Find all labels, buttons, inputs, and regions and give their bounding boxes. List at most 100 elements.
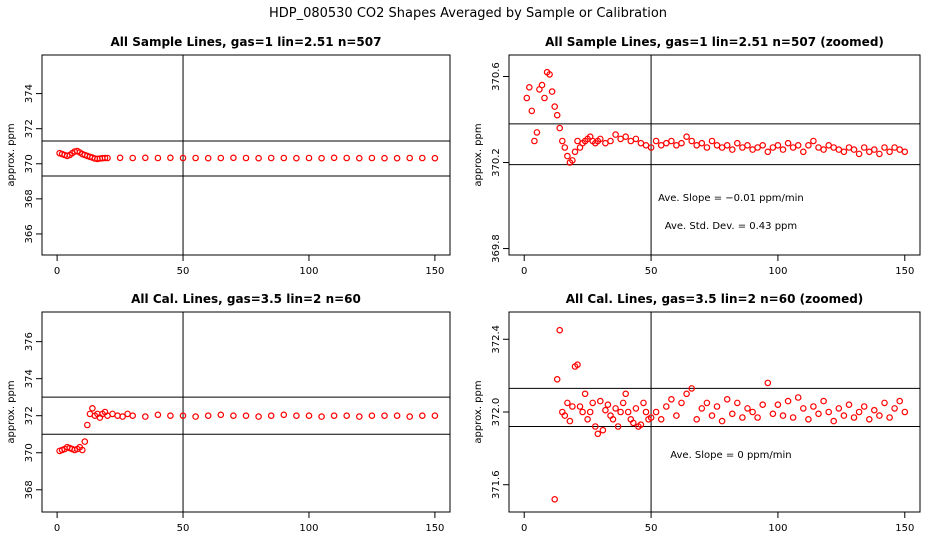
data-point (723, 395, 731, 403)
data-point (728, 146, 736, 153)
data-point (89, 404, 96, 412)
y-tick-label: 370.6 (491, 62, 502, 91)
data-point (820, 397, 827, 405)
y-tick-label: 370 (24, 443, 35, 462)
data-point (840, 148, 848, 156)
data-point (647, 144, 655, 151)
data-point (678, 139, 685, 147)
data-point (774, 401, 782, 409)
data-point (393, 412, 401, 420)
data-point (830, 417, 838, 425)
data-point (779, 146, 787, 153)
data-point (104, 154, 111, 162)
data-point (541, 94, 548, 102)
data-point (850, 414, 858, 421)
data-point (230, 154, 237, 162)
data-point (764, 148, 772, 156)
plot-frame (41, 54, 451, 256)
data-point (255, 413, 262, 420)
data-point (647, 414, 655, 421)
data-point (805, 415, 812, 423)
data-point (657, 415, 665, 423)
chart-title: All Cal. Lines, gas=3.5 lin=2 n=60 (131, 292, 361, 306)
data-point (558, 137, 566, 145)
data-point (381, 154, 388, 162)
data-point (142, 154, 149, 162)
data-point (431, 154, 439, 162)
data-point (622, 133, 630, 141)
y-tick-label: 374 (24, 84, 35, 103)
data-point (586, 408, 594, 416)
data-point (355, 413, 363, 420)
y-tick-label: 376 (24, 332, 35, 351)
annotation-text: Ave. Std. Dev. = 0.43 ppm (665, 221, 797, 232)
x-tick-label: 150 (425, 523, 444, 534)
data-point (881, 399, 888, 407)
data-point (698, 139, 706, 147)
y-tick-label: 370.2 (491, 148, 502, 177)
data-point (703, 399, 711, 407)
data-point (774, 142, 782, 149)
data-point (845, 401, 853, 409)
data-point (368, 154, 376, 162)
data-point (820, 146, 827, 153)
data-point (330, 412, 338, 420)
data-point (293, 412, 300, 420)
data-point (637, 421, 645, 429)
data-point (566, 417, 574, 425)
data-point (723, 142, 731, 149)
chart-title: All Cal. Lines, gas=3.5 lin=2 n=60 (zoom… (566, 292, 864, 306)
data-point (870, 146, 878, 153)
x-tick-label: 100 (768, 266, 787, 277)
data-point (825, 408, 833, 416)
data-point (381, 412, 388, 420)
data-point (242, 412, 250, 420)
data-point (662, 403, 670, 410)
data-point (599, 426, 607, 434)
data-point (754, 414, 761, 421)
data-point (784, 139, 792, 147)
data-point (192, 413, 199, 420)
data-point (418, 154, 426, 162)
data-point (865, 415, 873, 423)
x-tick-label: 0 (54, 523, 60, 534)
data-point (901, 148, 909, 156)
data-point (652, 137, 660, 145)
data-point (581, 390, 589, 398)
data-point (318, 154, 325, 162)
data-point (764, 379, 772, 387)
y-axis-label: approx. ppm (473, 123, 484, 186)
data-point (167, 154, 174, 162)
data-point (589, 399, 597, 407)
data-point (759, 142, 767, 149)
data-point (708, 412, 716, 419)
data-point (668, 395, 675, 403)
data-point (855, 150, 863, 158)
y-tick-label: 372 (24, 119, 35, 138)
data-point (538, 81, 546, 89)
data-point (794, 394, 802, 401)
data-point (553, 375, 561, 383)
data-point (576, 403, 584, 410)
data-point (431, 412, 439, 420)
data-point (546, 71, 553, 78)
data-point (607, 137, 614, 145)
y-tick-label: 368 (24, 480, 35, 499)
data-point (418, 412, 426, 420)
data-point (860, 144, 868, 151)
chart-panel-2: All Sample Lines, gas=1 lin=2.51 n=507 (… (473, 35, 921, 277)
data-point (551, 103, 559, 110)
data-point (886, 414, 893, 421)
data-point (280, 411, 288, 419)
x-tick-label: 150 (895, 523, 914, 534)
data-point (840, 412, 848, 419)
data-point (368, 412, 376, 420)
data-point (551, 495, 559, 503)
y-tick-label: 374 (24, 369, 35, 388)
data-point (217, 154, 225, 162)
data-point (255, 154, 262, 162)
y-tick-label: 366 (24, 224, 35, 243)
y-tick-label: 372.0 (491, 398, 502, 427)
data-point (116, 154, 124, 162)
